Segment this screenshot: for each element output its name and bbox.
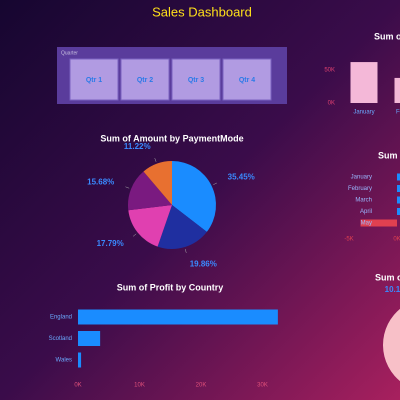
x-tick-label: 30K <box>257 383 268 389</box>
slicer-buttons: Qtr 1 Qtr 2 Qtr 3 Qtr 4 <box>69 58 272 101</box>
bar <box>350 62 378 103</box>
y-tick-label: May <box>361 221 372 227</box>
y-tick-label: March <box>355 198 372 204</box>
x-tick-label: 10K <box>134 383 145 389</box>
leader-line <box>125 186 130 189</box>
pie-slice <box>128 205 172 247</box>
data-label: 35.45% <box>228 173 255 182</box>
y-tick-label: February <box>348 186 372 192</box>
chart-title: Sum of Profit by Country <box>117 282 224 292</box>
leader-line <box>154 157 157 162</box>
x-tick-label: February <box>396 110 400 116</box>
bar <box>78 309 278 325</box>
slicer-option[interactable]: Qtr 1 <box>86 77 102 84</box>
x-tick-label: 0K <box>393 237 400 243</box>
slicer-button[interactable] <box>222 58 272 101</box>
slicer-button[interactable] <box>171 58 221 101</box>
dashboard-title: Sales Dashboard <box>152 4 252 19</box>
chart-title: Sum o <box>375 272 400 282</box>
slicer-option[interactable]: Qtr 2 <box>137 77 153 84</box>
bar <box>394 77 400 103</box>
y-tick-label: Scotland <box>49 336 72 342</box>
x-tick-label: January <box>353 110 374 116</box>
y-tick-label: England <box>50 315 72 321</box>
bar <box>360 219 397 227</box>
bar <box>397 208 400 215</box>
leader-line <box>184 249 187 253</box>
chart-title: Sum <box>378 150 398 160</box>
x-tick-label: -5K <box>344 237 353 243</box>
y-tick-label: 50K <box>324 68 335 74</box>
pie-slice <box>172 161 216 232</box>
y-tick-label: April <box>360 209 372 215</box>
data-label: 15.68% <box>87 178 114 187</box>
slicer-option[interactable]: Qtr 4 <box>239 77 255 84</box>
leader-line <box>132 233 137 237</box>
slicer-button[interactable] <box>69 58 119 101</box>
bar <box>397 196 400 204</box>
chart-title: Sum o <box>374 31 400 41</box>
y-tick-label: 0K <box>328 101 335 107</box>
x-tick-label: 20K <box>196 383 207 389</box>
bar <box>78 331 101 346</box>
slicer-button[interactable] <box>120 58 170 101</box>
pie-slice <box>128 171 172 211</box>
data-label: 17.79% <box>97 239 124 248</box>
pie-slice <box>157 205 207 249</box>
slicer-option[interactable]: Qtr 3 <box>188 77 204 84</box>
leader-line <box>213 182 217 185</box>
bar <box>397 173 400 181</box>
slicer-label: Quarter <box>61 50 78 56</box>
pie-slice <box>143 161 172 205</box>
bar <box>397 185 400 192</box>
charts: Sum o 0K 50K January February Sum of Amount b… <box>49 31 400 389</box>
bar <box>78 352 82 368</box>
x-tick-label: 0K <box>74 383 81 389</box>
chart-title: Sum of Amount by PaymentMode <box>100 133 243 143</box>
pie-slice <box>383 308 400 382</box>
y-tick-label: Wales <box>56 358 72 364</box>
data-label: 10.16% <box>385 285 400 294</box>
y-tick-label: January <box>351 175 372 181</box>
data-label: 11.22% <box>124 142 151 151</box>
data-label: 19.86% <box>190 260 217 269</box>
